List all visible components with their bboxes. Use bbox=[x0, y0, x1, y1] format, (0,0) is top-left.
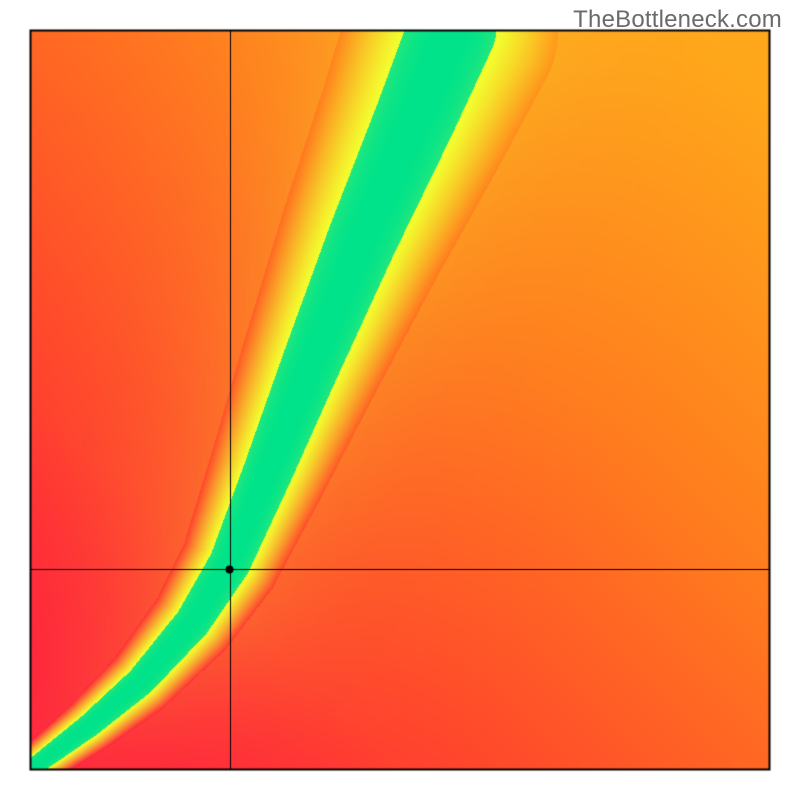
bottleneck-heatmap-canvas bbox=[0, 0, 800, 800]
chart-container: TheBottleneck.com bbox=[0, 0, 800, 800]
watermark-label: TheBottleneck.com bbox=[573, 6, 782, 34]
